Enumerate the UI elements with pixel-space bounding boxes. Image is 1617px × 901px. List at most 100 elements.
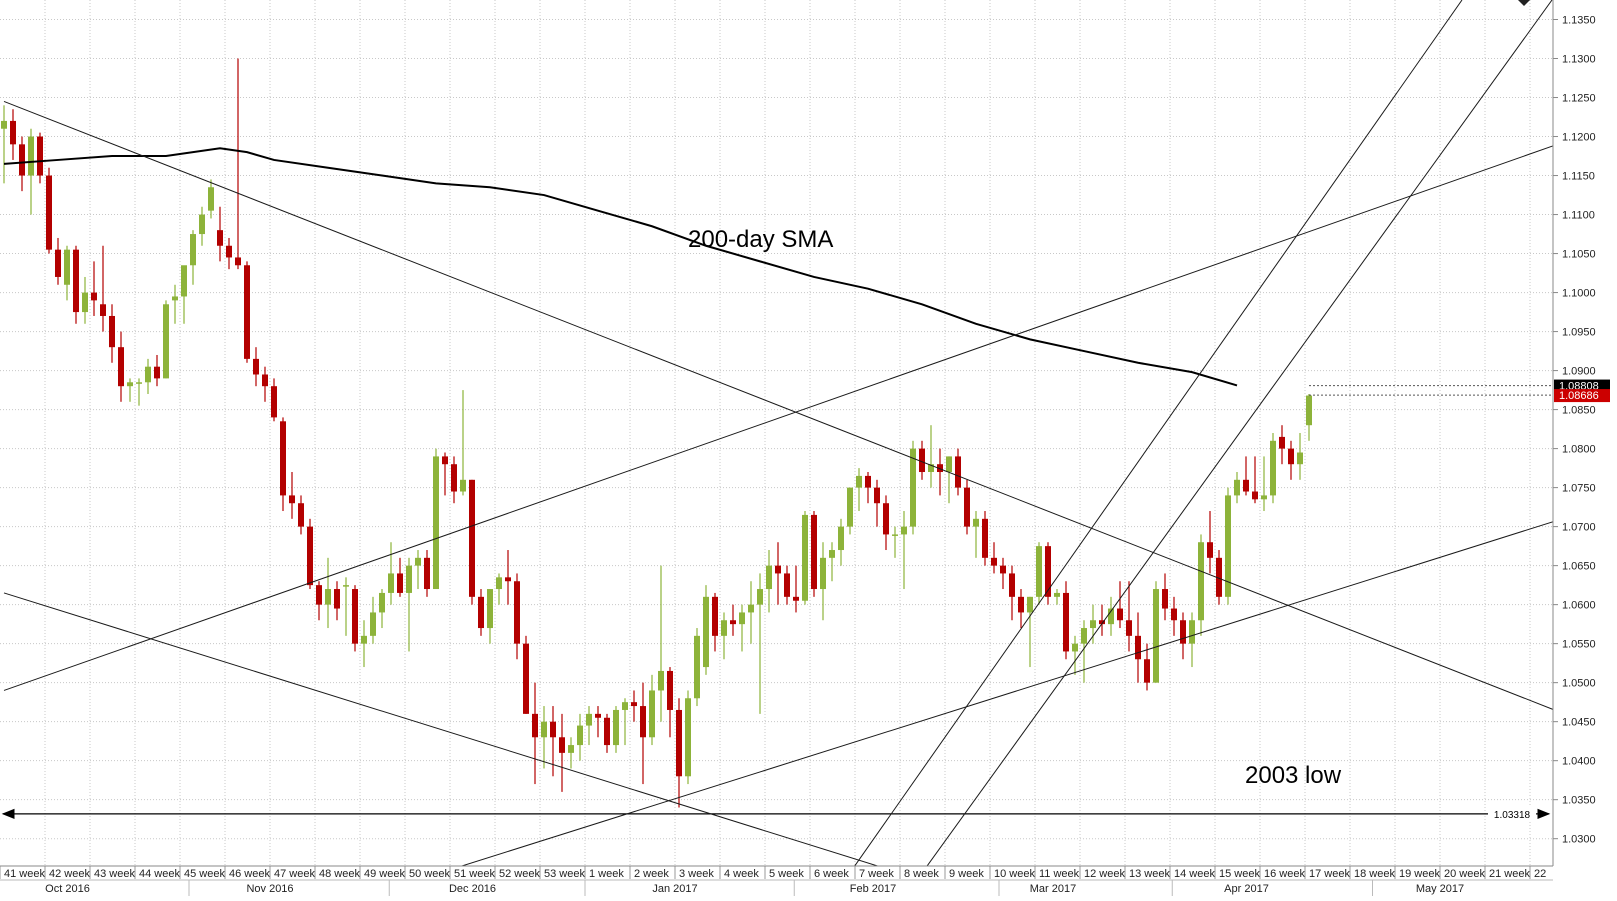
candle-body-down bbox=[1135, 635, 1141, 660]
x-axis: 41 week 42 week 43 week 44 week 45 week 46 we… bbox=[0, 865, 1553, 896]
x-week-label: 43 week bbox=[94, 868, 135, 880]
y-tick-label: 1.0300 bbox=[1562, 834, 1596, 846]
candle-body-down bbox=[352, 589, 358, 644]
candle-body-down bbox=[1000, 565, 1006, 574]
candle-body-down bbox=[919, 448, 925, 473]
candle-body-up bbox=[82, 292, 88, 313]
x-week-label: 2 week bbox=[634, 868, 669, 880]
candle-body-down bbox=[1126, 620, 1132, 636]
candle-body-down bbox=[469, 479, 475, 597]
candle-body-up bbox=[163, 304, 169, 379]
candle-body-down bbox=[1252, 491, 1258, 500]
trendline bbox=[926, 0, 1553, 866]
candle-body-up bbox=[901, 526, 907, 535]
candle-body-down bbox=[559, 737, 565, 753]
y-tick-label: 1.1050 bbox=[1562, 249, 1596, 261]
candle-body-down bbox=[37, 136, 43, 176]
x-week-label: 47 week bbox=[274, 868, 315, 880]
candle-body-down bbox=[316, 585, 322, 605]
price-tag-label: 1.08686 bbox=[1559, 390, 1599, 402]
candle-body-up bbox=[703, 596, 709, 668]
candle-body-down bbox=[1144, 659, 1150, 683]
candle-body-up bbox=[1297, 452, 1303, 465]
trendline bbox=[3, 100, 1553, 710]
trendline bbox=[854, 0, 1463, 866]
candle-body-down bbox=[595, 713, 601, 718]
x-month-label: Feb 2017 bbox=[850, 883, 896, 895]
candle-body-up bbox=[973, 518, 979, 527]
candle-body-down bbox=[442, 456, 448, 465]
x-week-label: 44 week bbox=[139, 868, 180, 880]
x-week-label: 18 week bbox=[1354, 868, 1395, 880]
candle-body-up bbox=[748, 604, 754, 613]
candle-body-up bbox=[766, 565, 772, 590]
candle-body-up bbox=[802, 514, 808, 601]
support-line-group: 1.03318 bbox=[1, 806, 1551, 821]
y-axis: 1.1350 1.1300 1.1250 1.1200 1.1150 1.1100 1.10… bbox=[1553, 15, 1610, 846]
candle-body-up bbox=[172, 296, 178, 301]
candle-body-down bbox=[883, 503, 889, 535]
x-week-label: 52 week bbox=[499, 868, 540, 880]
candle-body-down bbox=[1243, 479, 1249, 492]
candle-body-down bbox=[1207, 542, 1213, 558]
candle-body-down bbox=[991, 557, 997, 566]
y-tick-label: 1.1000 bbox=[1562, 288, 1596, 300]
candle-body-down bbox=[604, 717, 610, 746]
x-week-label: 8 week bbox=[904, 868, 939, 880]
candle-body-up bbox=[1054, 592, 1060, 597]
x-week-label: 9 week bbox=[949, 868, 984, 880]
x-week-label: 10 week bbox=[994, 868, 1035, 880]
candle-body-up bbox=[433, 456, 439, 590]
candle-body-down bbox=[289, 495, 295, 504]
candle-body-down bbox=[775, 565, 781, 574]
candle-body-down bbox=[1009, 573, 1015, 597]
candle-body-up bbox=[694, 635, 700, 699]
candle-body-down bbox=[307, 526, 313, 586]
candle-body-down bbox=[262, 374, 268, 387]
candle-body-up bbox=[64, 249, 70, 285]
candle-body-down bbox=[532, 713, 538, 738]
candle-body-down bbox=[1162, 589, 1168, 609]
candle-body-up bbox=[208, 187, 214, 211]
candle-body-up bbox=[649, 690, 655, 738]
x-week-label: 41 week bbox=[4, 868, 45, 880]
collapse-arrow-icon[interactable] bbox=[1518, 0, 1530, 6]
candle-body-up bbox=[1108, 608, 1114, 625]
y-tick-label: 1.0700 bbox=[1562, 522, 1596, 534]
x-month-label: May 2017 bbox=[1416, 883, 1464, 895]
candle-body-up bbox=[370, 612, 376, 636]
candle-body-up bbox=[1306, 395, 1312, 426]
price-guide-lines bbox=[1309, 385, 1553, 396]
candle-body-up bbox=[199, 214, 205, 235]
candle-body-down bbox=[217, 230, 223, 246]
candle-body-down bbox=[298, 503, 304, 527]
candle-body-up bbox=[127, 382, 133, 387]
support-line-value-label: 1.03318 bbox=[1494, 810, 1531, 821]
x-week-label: 53 week bbox=[544, 868, 585, 880]
candle-body-up bbox=[1072, 643, 1078, 652]
candle-body-up bbox=[1261, 495, 1267, 500]
candle-body-down bbox=[19, 144, 25, 176]
candle-body-down bbox=[631, 702, 637, 707]
trendline bbox=[460, 521, 1553, 866]
candle-body-up bbox=[946, 456, 952, 473]
candle-body-down bbox=[955, 456, 961, 488]
candle-body-down bbox=[667, 670, 673, 710]
x-week-label: 42 week bbox=[49, 868, 90, 880]
sma-200-line bbox=[3, 147, 1238, 387]
low-annotation: 2003 low bbox=[1245, 762, 1342, 789]
sma-annotation: 200-day SMA bbox=[688, 226, 833, 253]
candle-body-down bbox=[1117, 608, 1123, 621]
x-week-label: 45 week bbox=[184, 868, 225, 880]
candle-body-up bbox=[685, 698, 691, 777]
candle-body-up bbox=[1, 120, 7, 129]
x-week-label: 6 week bbox=[814, 868, 849, 880]
x-month-label: Nov 2016 bbox=[246, 883, 293, 895]
candle-body-down bbox=[226, 245, 232, 258]
x-month-label: Dec 2016 bbox=[449, 883, 496, 895]
candle-body-down bbox=[280, 421, 286, 496]
x-week-label: 13 week bbox=[1129, 868, 1170, 880]
y-tick-label: 1.1300 bbox=[1562, 54, 1596, 66]
candle-body-down bbox=[964, 487, 970, 527]
